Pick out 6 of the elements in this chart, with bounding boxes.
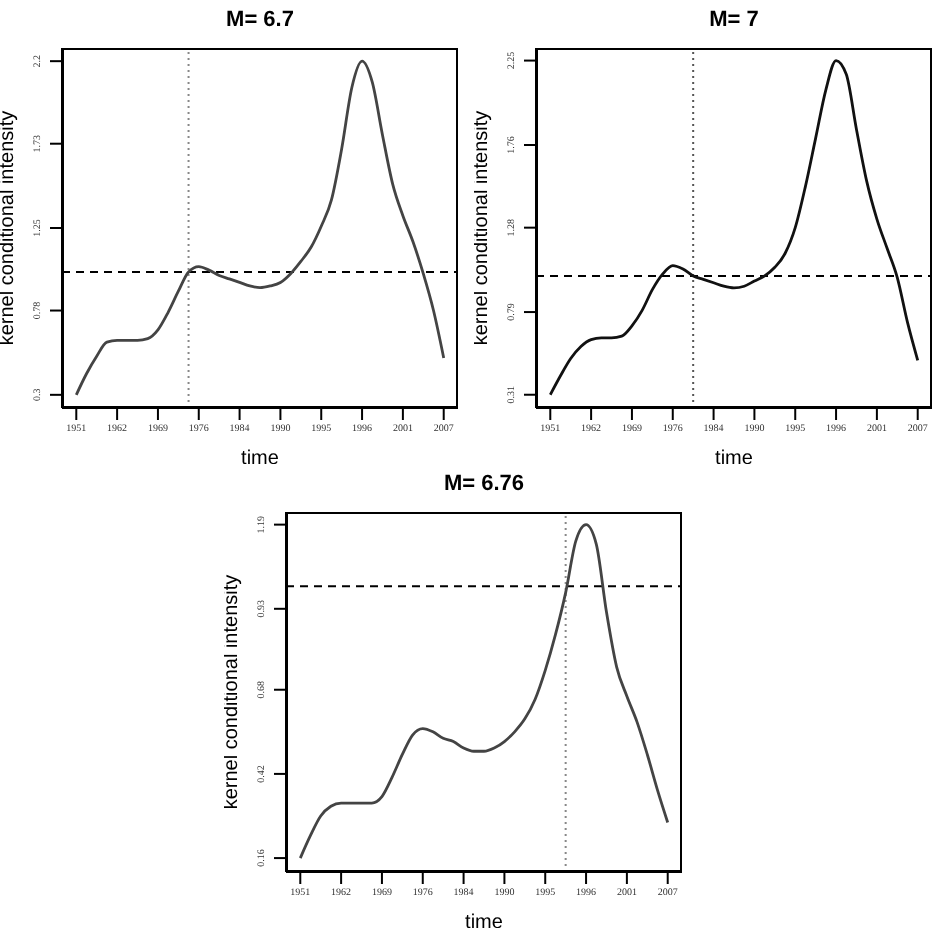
chart-title: M= 6.76: [441, 472, 527, 496]
x-axis-title: time: [241, 448, 280, 470]
x-axis-title: time: [465, 912, 504, 928]
chart-title: M= 6.7: [224, 8, 296, 32]
x-axis-title: time: [715, 448, 754, 470]
chart-title: M= 7: [707, 8, 761, 32]
